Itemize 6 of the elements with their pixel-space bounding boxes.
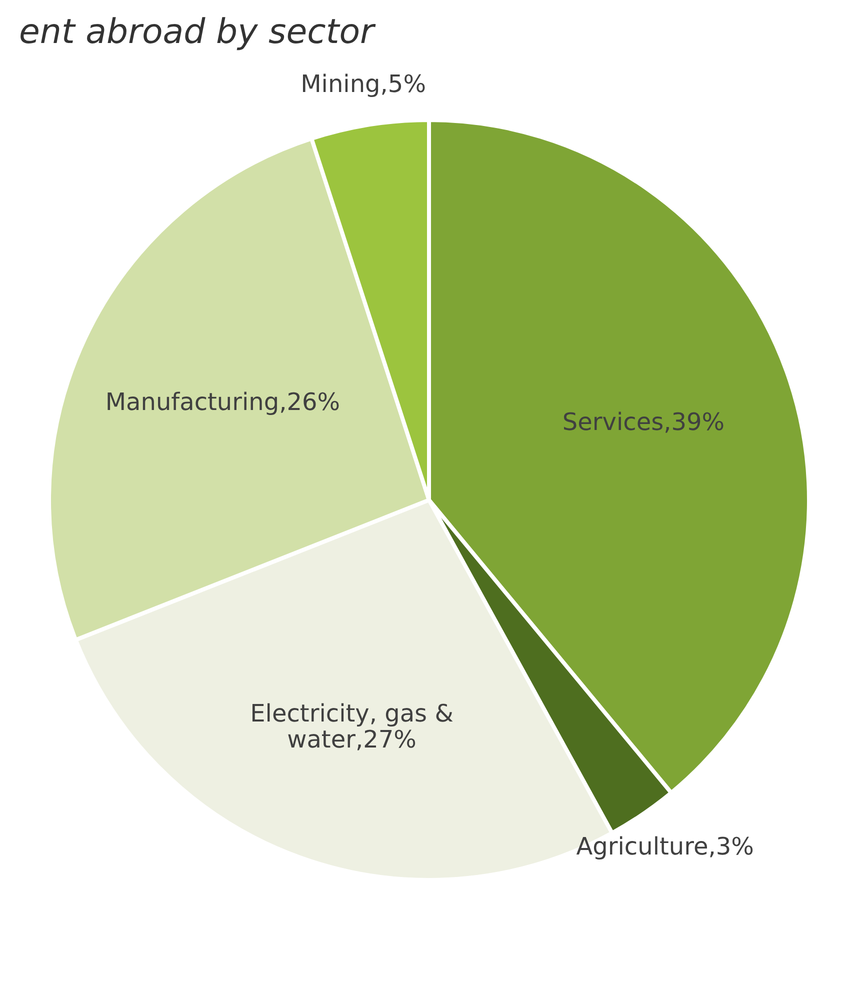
slice-label: Manufacturing,26% [105,388,340,416]
slice-label: Services,39% [562,408,725,436]
slice-label: Agriculture,3% [576,832,754,860]
slice-label: Mining,5% [300,70,426,98]
chart-title: ent abroad by sector [19,12,376,52]
slice-label: Electricity, gas & water,27% [250,700,454,754]
